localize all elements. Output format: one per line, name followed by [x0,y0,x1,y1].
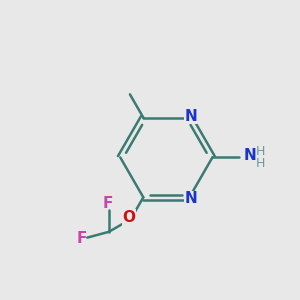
Text: H: H [256,158,265,170]
Text: N: N [184,191,197,206]
Text: N: N [244,148,257,164]
Text: H: H [256,145,265,158]
Text: F: F [102,196,112,211]
Text: O: O [123,210,136,225]
Text: F: F [76,231,86,246]
Text: N: N [184,109,197,124]
